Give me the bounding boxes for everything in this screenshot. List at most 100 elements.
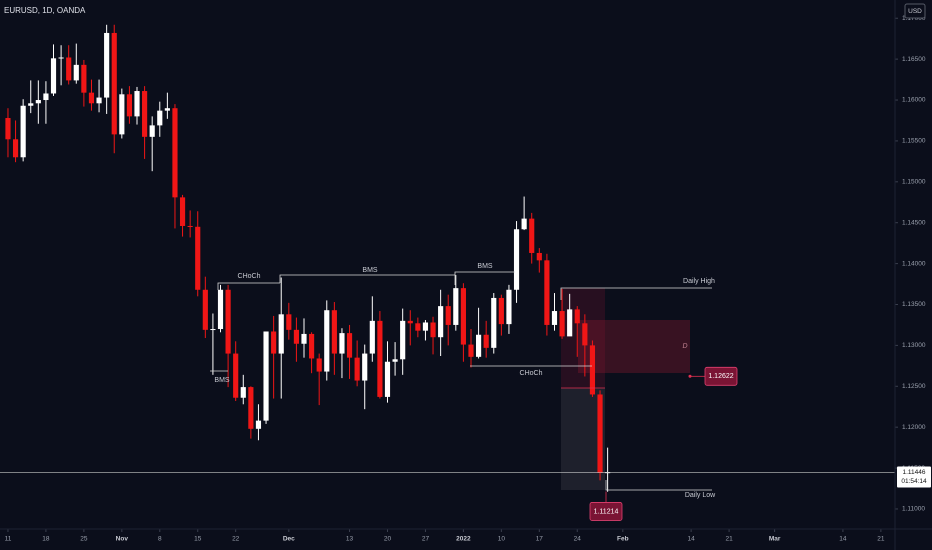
y-tick-label: 1.12500	[902, 383, 926, 390]
candle-body	[301, 333, 307, 344]
y-tick-label: 1.12000	[902, 424, 926, 431]
candle-body	[544, 260, 550, 325]
x-tick-label: 22	[232, 536, 240, 543]
candle-body	[172, 108, 178, 198]
candle-body	[453, 288, 459, 325]
y-tick-label: 1.13500	[902, 301, 926, 308]
candle-body	[316, 358, 322, 372]
candle-body	[529, 218, 535, 253]
candle-body	[66, 57, 72, 81]
candle-body	[589, 345, 596, 395]
candle-body	[430, 322, 436, 338]
candle-body	[217, 289, 224, 330]
candle-body	[521, 218, 527, 230]
candle-body	[255, 420, 262, 429]
annotation: CHoCh	[238, 273, 261, 280]
candle-body	[5, 118, 11, 140]
candle-body	[346, 333, 353, 358]
candle-body	[58, 57, 64, 59]
annotation: D	[682, 343, 687, 350]
candle-body	[324, 310, 330, 372]
annotation: BMS	[362, 267, 378, 274]
zone-price-box	[704, 366, 738, 386]
candle-body	[567, 309, 573, 337]
low-price: 1.11214	[594, 508, 619, 515]
candle-body	[309, 333, 315, 359]
candle-body	[278, 314, 284, 354]
x-tick-label: 20	[384, 536, 392, 543]
countdown: 01:54:14	[901, 478, 927, 485]
candle-body	[88, 92, 95, 104]
order-block	[578, 320, 690, 373]
candle-body	[73, 64, 79, 81]
x-tick-label: 13	[346, 536, 354, 543]
candle-body	[536, 252, 542, 261]
candle-body	[240, 387, 246, 398]
x-tick-label: 14	[688, 536, 696, 543]
low-price-box	[589, 502, 623, 521]
structure-lines	[210, 271, 712, 491]
currency-box[interactable]	[904, 3, 926, 19]
candle-body	[331, 310, 337, 354]
candle-body	[498, 297, 504, 325]
annotation: Daily High	[683, 278, 715, 285]
candle-body	[210, 329, 216, 331]
x-tick-label: Nov	[116, 536, 129, 543]
candle-body	[157, 110, 163, 126]
x-tick-label: 27	[422, 536, 430, 543]
x-tick-label: 2022	[456, 536, 471, 543]
annotation: CHoCh	[520, 370, 543, 377]
candle-body	[271, 331, 277, 354]
x-tick-label: Mar	[769, 536, 781, 543]
candle-body	[96, 97, 102, 104]
candle-body	[202, 289, 208, 330]
candle-body	[422, 322, 429, 331]
zone-price: 1.12622	[708, 373, 733, 380]
last-price: 1.11446	[902, 469, 925, 476]
candle-body	[400, 320, 406, 360]
annotation: BMS	[477, 263, 493, 270]
candle-body	[12, 139, 19, 158]
candle-body	[506, 289, 512, 325]
x-tick-label: 25	[80, 536, 88, 543]
annotation: Daily Low	[685, 492, 716, 499]
y-tick-label: 1.15500	[902, 138, 926, 145]
x-tick-label: 21	[725, 536, 733, 543]
candle-body	[248, 387, 254, 429]
candle-body	[354, 357, 360, 381]
candle-body	[20, 105, 26, 158]
y-tick-label: 1.15000	[902, 179, 926, 186]
x-tick-label: 11	[5, 536, 12, 543]
x-tick-label: 21	[877, 536, 885, 543]
candle-body	[286, 314, 292, 330]
choch-line	[217, 282, 280, 290]
x-tick-label: 18	[42, 536, 50, 543]
candle-body	[384, 361, 391, 397]
candle-body	[574, 309, 580, 324]
candle-body	[513, 229, 520, 290]
candle-body	[28, 103, 34, 106]
candles	[5, 24, 611, 492]
candle-body	[35, 100, 41, 104]
candle-body	[134, 91, 140, 117]
candle-body	[468, 344, 474, 357]
candle-body	[597, 394, 603, 473]
candle-body	[460, 288, 466, 345]
x-tick-label: 10	[498, 536, 506, 543]
y-tick-label: 1.16500	[902, 56, 926, 63]
x-tick-label: Dec	[283, 536, 295, 543]
candle-body	[119, 94, 125, 135]
x-tick-label: Feb	[617, 536, 629, 543]
symbol: EURUSD, 1D, OANDA	[4, 6, 86, 15]
currency[interactable]: USD	[908, 8, 922, 15]
candle-body	[339, 333, 345, 354]
candle-body	[149, 125, 155, 137]
zone-dot	[688, 374, 692, 378]
y-tick-label: 1.13000	[902, 342, 926, 349]
candle-body	[438, 306, 444, 338]
annotation: BMS	[214, 377, 230, 384]
candle-body	[483, 334, 489, 348]
